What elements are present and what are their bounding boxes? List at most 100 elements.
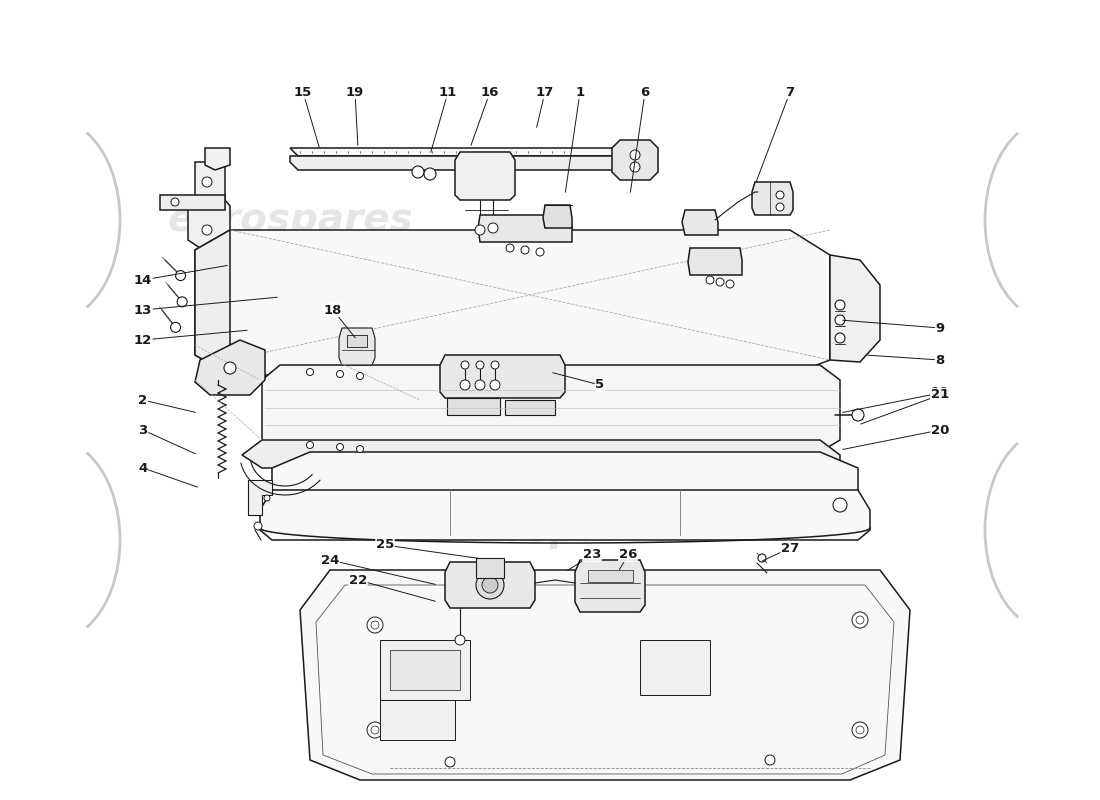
Text: 5: 5	[595, 378, 605, 391]
Text: 12: 12	[134, 334, 152, 346]
Text: 15: 15	[294, 86, 312, 98]
Circle shape	[170, 198, 179, 206]
Polygon shape	[752, 182, 793, 215]
Circle shape	[356, 446, 363, 453]
Polygon shape	[682, 210, 718, 235]
Bar	[379, 640, 470, 700]
Circle shape	[476, 361, 484, 369]
Text: 17: 17	[536, 86, 554, 98]
Polygon shape	[830, 255, 880, 362]
Polygon shape	[575, 560, 645, 612]
Circle shape	[852, 612, 868, 628]
Circle shape	[758, 554, 766, 562]
Text: 24: 24	[321, 554, 339, 566]
Polygon shape	[262, 365, 840, 452]
Circle shape	[776, 203, 784, 211]
Text: 9: 9	[935, 322, 945, 334]
Text: 20: 20	[931, 423, 949, 437]
Text: eurospares: eurospares	[427, 631, 673, 669]
Text: 25: 25	[376, 538, 394, 551]
Circle shape	[307, 442, 314, 449]
Polygon shape	[160, 195, 226, 210]
Bar	[346, 335, 367, 347]
Polygon shape	[248, 480, 272, 515]
Polygon shape	[260, 490, 870, 540]
Circle shape	[630, 162, 640, 172]
Text: 27: 27	[781, 542, 799, 554]
Circle shape	[835, 315, 845, 325]
Circle shape	[337, 443, 343, 450]
Circle shape	[460, 380, 470, 390]
Circle shape	[490, 380, 500, 390]
Circle shape	[356, 373, 363, 379]
Polygon shape	[543, 205, 572, 228]
Text: 8: 8	[935, 354, 945, 366]
Polygon shape	[455, 152, 515, 200]
Circle shape	[176, 270, 186, 281]
Circle shape	[630, 150, 640, 160]
Polygon shape	[242, 440, 840, 468]
Circle shape	[835, 333, 845, 343]
Circle shape	[455, 635, 465, 645]
Circle shape	[835, 300, 845, 310]
Circle shape	[488, 223, 498, 233]
Polygon shape	[440, 355, 565, 398]
Bar	[640, 640, 710, 695]
Polygon shape	[195, 230, 830, 375]
Text: 7: 7	[785, 86, 794, 98]
Bar	[588, 570, 632, 582]
Polygon shape	[478, 215, 572, 242]
Circle shape	[337, 370, 343, 378]
Circle shape	[706, 276, 714, 284]
Text: eurospares: eurospares	[427, 511, 673, 549]
Polygon shape	[195, 230, 230, 375]
Text: 23: 23	[583, 549, 602, 562]
Polygon shape	[272, 452, 858, 502]
Polygon shape	[290, 156, 636, 170]
Text: 4: 4	[139, 462, 147, 474]
Polygon shape	[505, 400, 556, 415]
Polygon shape	[447, 398, 500, 415]
Text: 10: 10	[931, 386, 949, 399]
Circle shape	[367, 722, 383, 738]
Bar	[379, 700, 455, 740]
Text: 22: 22	[349, 574, 367, 586]
Circle shape	[833, 498, 847, 512]
Circle shape	[461, 361, 469, 369]
Circle shape	[491, 361, 499, 369]
Polygon shape	[446, 562, 535, 608]
Circle shape	[170, 322, 180, 332]
Text: 26: 26	[619, 549, 637, 562]
Circle shape	[716, 278, 724, 286]
Text: 13: 13	[134, 303, 152, 317]
Circle shape	[475, 380, 485, 390]
Circle shape	[475, 225, 485, 235]
Text: 6: 6	[640, 86, 650, 98]
Circle shape	[367, 617, 383, 633]
Circle shape	[412, 166, 424, 178]
Circle shape	[202, 177, 212, 187]
Circle shape	[424, 168, 436, 180]
Polygon shape	[188, 162, 230, 248]
Circle shape	[856, 616, 864, 624]
Text: 14: 14	[134, 274, 152, 286]
Polygon shape	[205, 148, 230, 170]
Text: 21: 21	[931, 389, 949, 402]
Circle shape	[856, 726, 864, 734]
Polygon shape	[195, 340, 265, 395]
Polygon shape	[688, 248, 742, 275]
Circle shape	[371, 621, 380, 629]
Circle shape	[482, 577, 498, 593]
Circle shape	[371, 726, 380, 734]
Circle shape	[254, 522, 262, 530]
Circle shape	[852, 409, 864, 421]
Bar	[390, 650, 460, 690]
Text: 11: 11	[439, 86, 458, 98]
Circle shape	[726, 280, 734, 288]
Circle shape	[264, 495, 270, 501]
Circle shape	[521, 246, 529, 254]
Circle shape	[307, 369, 314, 375]
Circle shape	[536, 248, 544, 256]
Text: 19: 19	[345, 86, 364, 98]
Polygon shape	[290, 148, 628, 156]
